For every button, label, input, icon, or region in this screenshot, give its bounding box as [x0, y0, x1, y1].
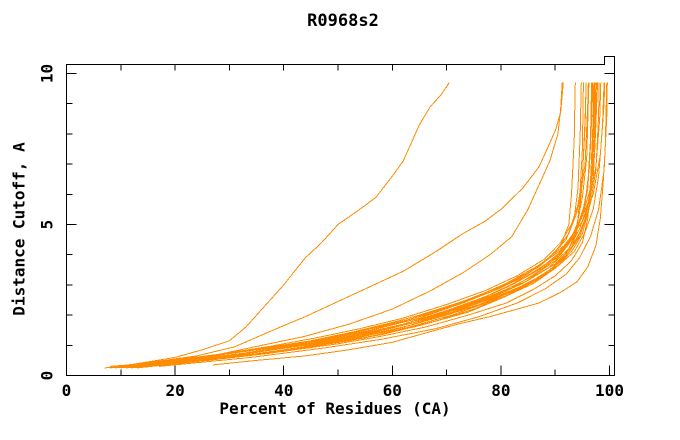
model-curve	[142, 82, 598, 367]
x-tick-label: 60	[383, 381, 402, 400]
axis-tick-labels: 0 20 40 60 80 100 0 5 10	[38, 64, 624, 400]
y-axis-label: Distance Cutoff, A	[10, 142, 29, 316]
model-curve	[164, 82, 606, 364]
y-tick-label: 5	[38, 220, 57, 230]
model-curve	[158, 82, 602, 364]
model-curve	[120, 82, 595, 369]
model-curve	[137, 82, 605, 369]
x-tick-label: 40	[274, 381, 293, 400]
model-curve	[109, 82, 587, 369]
model-curve	[147, 82, 594, 366]
y-tick-label: 0	[38, 371, 57, 381]
model-curve	[120, 82, 450, 367]
model-curve	[131, 82, 593, 367]
model-curve	[137, 82, 600, 367]
x-tick-label: 80	[491, 381, 510, 400]
model-curve	[131, 82, 563, 367]
model-curve	[126, 82, 596, 369]
model-curve	[153, 82, 599, 366]
model-curve	[147, 82, 597, 367]
chart-title: R0968s2	[307, 11, 379, 31]
x-tick-label: 20	[165, 381, 184, 400]
plot-frame	[66, 56, 615, 376]
axis-ticks	[66, 64, 615, 376]
x-tick-label: 0	[62, 381, 72, 400]
data-series-lines	[104, 82, 608, 369]
model-curve	[142, 82, 593, 366]
model-curve	[109, 82, 576, 367]
model-curve	[115, 82, 564, 367]
model-curve	[115, 82, 582, 369]
x-axis-label: Percent of Residues (CA)	[219, 399, 450, 418]
model-curve	[158, 82, 608, 367]
x-tick-label: 100	[595, 381, 624, 400]
model-curve	[213, 82, 608, 366]
model-curve	[120, 82, 589, 367]
model-curve	[131, 82, 597, 369]
y-tick-label: 10	[38, 64, 57, 83]
